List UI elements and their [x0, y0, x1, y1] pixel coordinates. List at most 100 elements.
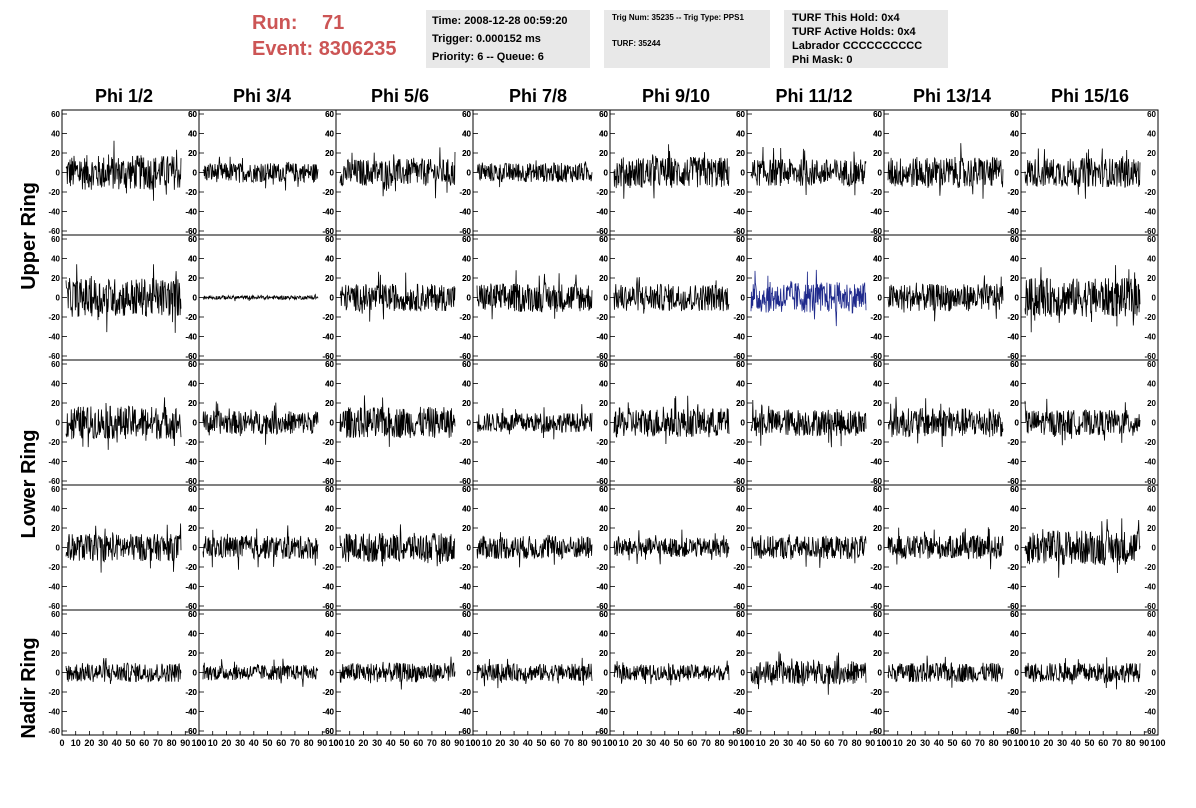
y-tick-label: 40 [736, 505, 745, 514]
y-tick-label-right: -60 [459, 602, 471, 611]
y-tick-label: 40 [188, 380, 197, 389]
y-tick-label: -20 [185, 188, 197, 197]
y-tick-label-right: -60 [459, 477, 471, 486]
y-tick-label-right: -20 [1007, 438, 1019, 447]
x-tick-label: 0 [59, 738, 64, 748]
y-tick-label-right: -60 [1007, 727, 1019, 736]
y-tick-label-right: -60 [1144, 352, 1156, 361]
y-tick-label: 60 [1010, 360, 1019, 369]
y-tick-label-right: 0 [741, 419, 746, 428]
y-tick-label-right: 40 [188, 380, 197, 389]
y-tick-label: -60 [48, 727, 60, 736]
y-tick-label-right: -20 [185, 438, 197, 447]
y-tick-label-right: -20 [1144, 313, 1156, 322]
y-tick-label-right: -40 [596, 333, 608, 342]
y-tick-label-right: 60 [462, 485, 471, 494]
x-tick-label: 0 [881, 738, 886, 748]
x-tick-label: 0 [744, 738, 749, 748]
y-tick-label-right: 60 [873, 610, 882, 619]
y-tick-label: 20 [599, 649, 608, 658]
y-tick-label: -40 [870, 208, 882, 217]
y-tick-label-right: 40 [1010, 505, 1019, 514]
x-tick-label: 10 [756, 738, 766, 748]
x-tick-label: 100 [1150, 738, 1165, 748]
y-tick-label: -60 [459, 602, 471, 611]
y-tick-label-right: 60 [1147, 360, 1156, 369]
y-tick-label: 40 [1010, 130, 1019, 139]
x-tick-label: 30 [372, 738, 382, 748]
waveform-series [1024, 398, 1141, 446]
y-tick-label-right: 40 [462, 630, 471, 639]
y-tick-label-right: 20 [873, 524, 882, 533]
y-tick-label: 0 [330, 544, 335, 553]
y-tick-label: -20 [733, 438, 745, 447]
y-tick-label: -60 [322, 602, 334, 611]
x-tick-label: 40 [660, 738, 670, 748]
y-tick-label: 40 [462, 505, 471, 514]
y-tick-label-right: -60 [870, 227, 882, 236]
y-tick-label-right: 40 [462, 130, 471, 139]
y-tick-label-right: 40 [1147, 505, 1156, 514]
y-tick-label: 60 [1010, 110, 1019, 119]
x-tick-label: 0 [196, 738, 201, 748]
y-tick-label-right: 20 [736, 399, 745, 408]
y-tick-label-right: 0 [467, 419, 472, 428]
x-tick-label: 50 [125, 738, 135, 748]
y-tick-label: -60 [48, 477, 60, 486]
y-tick-label: 0 [193, 419, 198, 428]
y-tick-label-right: 0 [1152, 294, 1157, 303]
y-tick-label-right: -60 [185, 602, 197, 611]
y-tick-label-right: 20 [462, 274, 471, 283]
y-tick-label: 60 [462, 235, 471, 244]
y-tick-label-right: -60 [1007, 602, 1019, 611]
y-tick-label: 40 [1010, 630, 1019, 639]
y-tick-label-right: -20 [596, 438, 608, 447]
y-tick-label: 20 [873, 149, 882, 158]
y-tick-label: 20 [599, 524, 608, 533]
x-tick-label: 80 [578, 738, 588, 748]
y-tick-label: -40 [733, 583, 745, 592]
y-tick-label-right: -60 [733, 602, 745, 611]
y-tick-label: 40 [325, 380, 334, 389]
y-tick-label-right: 20 [462, 399, 471, 408]
y-tick-label-right: 60 [462, 360, 471, 369]
y-tick-label-right: -40 [1144, 708, 1156, 717]
y-tick-label-right: 40 [325, 505, 334, 514]
y-tick-label-right: 20 [462, 149, 471, 158]
y-tick-label: 0 [604, 419, 609, 428]
y-tick-label-right: 20 [325, 274, 334, 283]
y-tick-label: 40 [462, 630, 471, 639]
y-tick-label-right: 20 [873, 274, 882, 283]
y-tick-label-right: 40 [1147, 630, 1156, 639]
y-tick-label-right: 20 [873, 399, 882, 408]
x-tick-label: 0 [470, 738, 475, 748]
turf-this-hold: TURF This Hold: 0x4 [792, 12, 900, 24]
y-tick-label-right: -40 [1007, 208, 1019, 217]
y-tick-label-right: -20 [459, 563, 471, 572]
x-tick-label: 10 [345, 738, 355, 748]
y-tick-label: 20 [51, 524, 60, 533]
y-tick-label: 0 [1015, 544, 1020, 553]
y-tick-label: 40 [188, 505, 197, 514]
y-tick-label: 40 [51, 380, 60, 389]
y-tick-label: 20 [873, 649, 882, 658]
y-tick-label-right: 40 [1147, 380, 1156, 389]
y-tick-label-right: -20 [1007, 188, 1019, 197]
y-tick-label: 60 [873, 485, 882, 494]
y-tick-label: -60 [459, 352, 471, 361]
y-tick-label: -20 [870, 563, 882, 572]
x-tick-label: 90 [1002, 738, 1012, 748]
y-tick-label-right: 40 [325, 630, 334, 639]
y-tick-label: -60 [322, 477, 334, 486]
y-tick-label: -20 [459, 313, 471, 322]
y-tick-label: -40 [1007, 708, 1019, 717]
y-tick-label: -20 [870, 688, 882, 697]
x-tick-label: 50 [262, 738, 272, 748]
waveform-series [476, 404, 593, 440]
y-tick-label-right: -20 [185, 563, 197, 572]
waveform-series [887, 143, 1004, 199]
x-tick-label: 100 [465, 738, 480, 748]
x-tick-label: 70 [427, 738, 437, 748]
y-tick-label-right: -40 [185, 208, 197, 217]
y-tick-label-right: 20 [599, 649, 608, 658]
